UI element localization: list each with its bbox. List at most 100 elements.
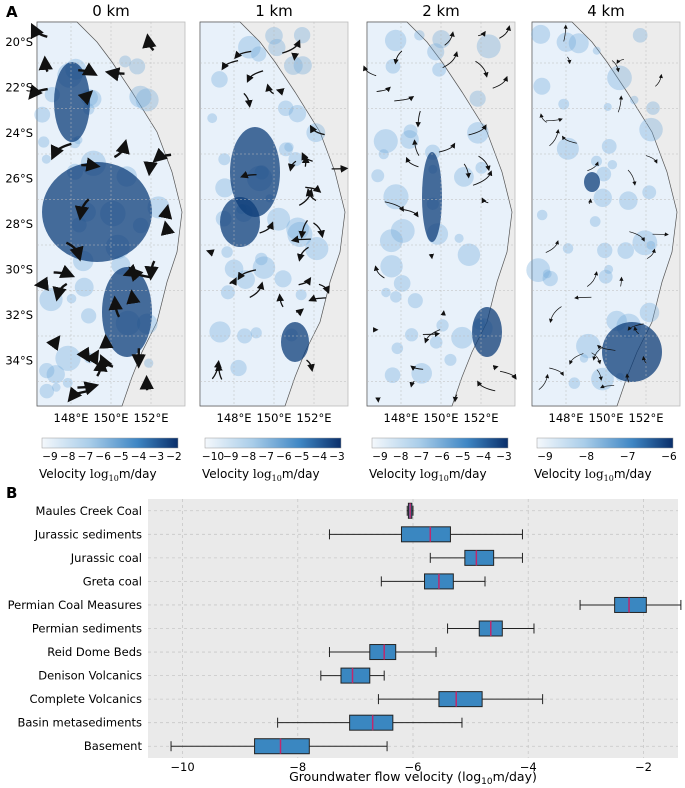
map-velocity-patch [38, 136, 50, 148]
map-high-velocity-zone [422, 152, 442, 242]
map-velocity-patch [601, 138, 617, 154]
map-streamline [619, 276, 624, 287]
latitude-label: 32°S [5, 308, 33, 322]
map-streamline [276, 293, 285, 308]
map-velocity-patch [129, 58, 146, 75]
category-label: Basement [84, 739, 143, 753]
map-streamline [587, 271, 599, 287]
map-velocity-patch [444, 353, 457, 366]
map-velocity-patch [306, 123, 326, 143]
map-velocity-patch [385, 59, 401, 74]
map-velocity-patch [390, 291, 402, 303]
map-streamline [313, 222, 325, 239]
map-streamline [384, 201, 405, 212]
category-label: Basin metasediments [17, 716, 142, 730]
map-streamline [422, 331, 441, 337]
map-velocity-patch [531, 24, 551, 44]
map-velocity-patch [383, 184, 409, 210]
map-velocity-patch [305, 236, 329, 261]
map-streamline [415, 110, 421, 128]
map-streamline [215, 363, 223, 380]
colorbar-label: Velocity log10m/day [534, 467, 652, 483]
map-velocity-patch [604, 264, 614, 274]
box [614, 596, 647, 613]
colorbar-tick-label: −5 [294, 451, 309, 463]
map-streamline [545, 240, 559, 253]
map-streamline [221, 59, 239, 71]
map-velocity-patch [55, 345, 81, 371]
map-streamline [499, 25, 511, 39]
longitude-label: 152°E [464, 411, 499, 425]
map-streamline [108, 295, 123, 318]
map-velocity-patch [278, 142, 293, 157]
map-velocity-patch [607, 159, 618, 170]
map-streamline [588, 198, 593, 205]
map-velocity-patch [451, 326, 474, 349]
x-tick-label: −4 [520, 760, 537, 774]
longitude-label: 152°E [297, 411, 332, 425]
map-streamline [287, 160, 297, 172]
map-streamline [237, 269, 257, 281]
latitude-label: 28°S [5, 217, 33, 231]
colorbar-tick-label: −5 [113, 451, 128, 463]
colorbar-tick-label: −8 [393, 451, 408, 463]
map-velocity-patch [34, 106, 51, 123]
map-title: 4 km [587, 2, 625, 20]
map-velocity-patch [250, 327, 262, 339]
map-streamline [65, 241, 84, 262]
colorbar-tick-label: −9 [537, 451, 552, 463]
map-streamline [158, 204, 173, 220]
longitude-label: 148°E [217, 411, 252, 425]
map-streamline [617, 95, 624, 113]
map-streamline [409, 380, 415, 388]
map-streamline [99, 333, 114, 349]
map-velocity-patch [274, 270, 292, 288]
box [254, 738, 310, 755]
map-streamline [50, 142, 72, 161]
category-label: Jurassic sediments [34, 527, 142, 541]
map-velocity-patch [129, 85, 152, 108]
map-streamline [99, 354, 114, 371]
map-velocity-patch [255, 252, 268, 266]
map-velocity-patch [632, 230, 658, 256]
map-velocity-patch [384, 29, 407, 52]
latitude-labels: 20°S 22°S 24°S 26°S 28°S 30°S 32°S 34°S [5, 35, 33, 368]
colorbar [371, 437, 509, 449]
category-label: Denison Volcanics [38, 669, 142, 683]
map-velocity-patch [607, 65, 632, 91]
map-velocity-patch [230, 359, 247, 377]
map-streamline [143, 161, 158, 177]
longitude-label: 150°E [94, 411, 129, 425]
map-streamline [468, 124, 487, 136]
map-velocity-patch [81, 308, 97, 324]
map-velocity-patch [207, 113, 218, 124]
colorbar-tick-label: −9 [372, 451, 387, 463]
map-velocity-patch [209, 321, 231, 343]
map-velocity-patch [373, 129, 398, 154]
longitude-label: 150°E [257, 411, 292, 425]
map-velocity-patch [642, 185, 657, 200]
map-streamline [363, 65, 377, 77]
map-velocity-patch [562, 243, 574, 254]
map-velocity-patch [429, 336, 443, 349]
map-streamline [596, 369, 603, 381]
colorbar-tick-label: −3 [329, 451, 344, 463]
box [464, 549, 495, 566]
map-velocity-patch [597, 242, 613, 259]
colorbar-tick-label: −4 [131, 451, 147, 463]
longitude-label: 150°E [424, 411, 459, 425]
map-streamline [627, 323, 644, 331]
map-velocity-patch [384, 367, 401, 383]
map-velocity-patch [220, 285, 235, 300]
panel-a-letter: A [6, 3, 18, 21]
map-streamline [403, 209, 419, 218]
map-velocity-patch [403, 124, 418, 139]
map-velocity-patch [598, 269, 613, 284]
map-velocity-patch [646, 101, 660, 115]
map-high-velocity-zone [584, 172, 600, 192]
longitude-label: 150°E [589, 411, 624, 425]
map-streamline [113, 138, 130, 159]
map-streamline [373, 265, 385, 279]
